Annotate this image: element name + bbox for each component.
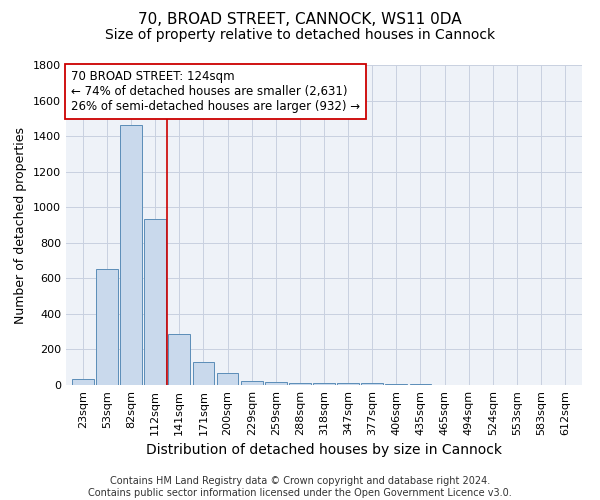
Bar bbox=[169, 334, 190, 385]
Text: Contains HM Land Registry data © Crown copyright and database right 2024.
Contai: Contains HM Land Registry data © Crown c… bbox=[88, 476, 512, 498]
Text: 70, BROAD STREET, CANNOCK, WS11 0DA: 70, BROAD STREET, CANNOCK, WS11 0DA bbox=[138, 12, 462, 28]
Bar bbox=[337, 383, 359, 385]
Y-axis label: Number of detached properties: Number of detached properties bbox=[14, 126, 28, 324]
Bar bbox=[72, 379, 94, 385]
Bar bbox=[385, 384, 407, 385]
Bar bbox=[289, 383, 311, 385]
Bar bbox=[241, 380, 263, 385]
Bar bbox=[265, 382, 287, 385]
Text: Size of property relative to detached houses in Cannock: Size of property relative to detached ho… bbox=[105, 28, 495, 42]
X-axis label: Distribution of detached houses by size in Cannock: Distribution of detached houses by size … bbox=[146, 444, 502, 458]
Bar bbox=[361, 383, 383, 385]
Bar bbox=[193, 362, 214, 385]
Bar bbox=[96, 270, 118, 385]
Bar bbox=[410, 384, 431, 385]
Bar bbox=[217, 374, 238, 385]
Bar bbox=[120, 126, 142, 385]
Bar bbox=[145, 219, 166, 385]
Bar bbox=[313, 383, 335, 385]
Text: 70 BROAD STREET: 124sqm
← 74% of detached houses are smaller (2,631)
26% of semi: 70 BROAD STREET: 124sqm ← 74% of detache… bbox=[71, 70, 360, 113]
